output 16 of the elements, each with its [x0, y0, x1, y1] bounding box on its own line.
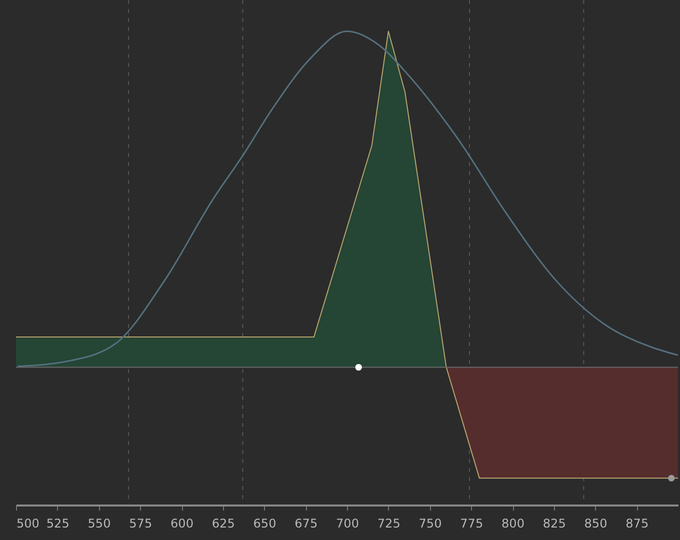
x-tick-label: 725: [377, 516, 400, 530]
x-tick-label: 775: [460, 516, 484, 530]
x-tick-label: 525: [46, 516, 70, 530]
x-tick-label: 600: [170, 516, 194, 530]
x-tick-label: 575: [129, 516, 152, 530]
x-tick-label: 625: [212, 516, 235, 530]
x-tick-label: 825: [542, 516, 566, 530]
x-tick-label: 500: [16, 516, 40, 530]
x-tick-label: 550: [88, 516, 111, 530]
x-tick-label: 800: [502, 516, 524, 530]
x-tick-label: 850: [584, 516, 608, 530]
x-tick-label: 750: [418, 516, 442, 530]
x-tick-label: 875: [626, 516, 649, 530]
x-tick-label: 675: [294, 516, 318, 530]
x-tick-label: 650: [253, 516, 276, 530]
x-tick-label: 700: [336, 516, 359, 530]
